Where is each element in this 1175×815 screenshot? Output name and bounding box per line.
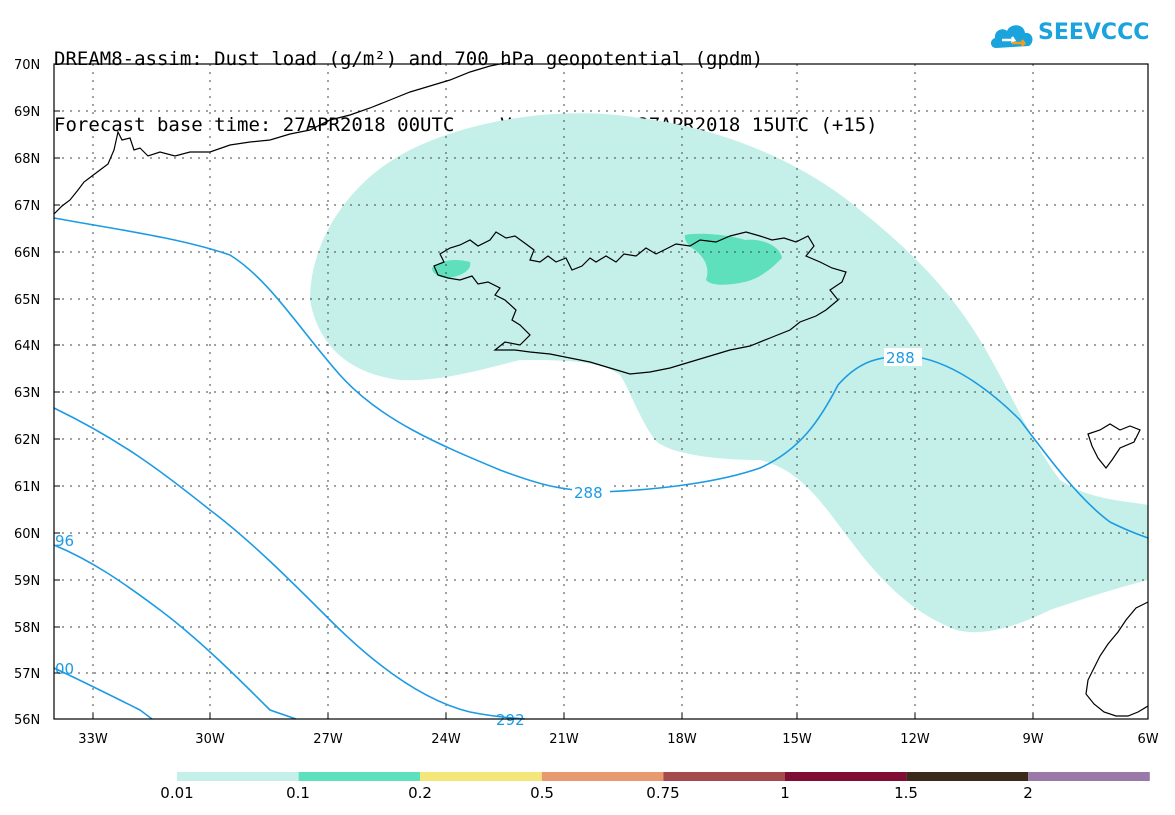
tick-marks xyxy=(54,63,1149,720)
lon-label-12w: 12W xyxy=(900,732,930,747)
contour-296 xyxy=(53,544,297,720)
colorbar-segment-6 xyxy=(785,772,907,781)
colorbar-label-1.5: 1.5 xyxy=(894,784,918,802)
lat-label-58n: 58N xyxy=(14,621,40,636)
colorbar-segment-7 xyxy=(906,772,1029,781)
contour-300 xyxy=(53,667,153,720)
latitude-labels: 70N 69N 68N 67N 66N 65N 64N 63N 62N 61N … xyxy=(14,58,40,728)
lon-label-27w: 27W xyxy=(313,732,343,747)
logo-text: SEEVCCC xyxy=(1038,20,1150,45)
colorbar-label-0.2: 0.2 xyxy=(408,784,432,802)
lat-label-69n: 69N xyxy=(14,105,40,120)
lon-label-24w: 24W xyxy=(431,732,461,747)
dust-area-mid-1 xyxy=(684,233,782,285)
lat-label-56n: 56N xyxy=(14,713,40,728)
longitude-labels: 33W 30W 27W 24W 21W 18W 15W 12W 9W 6W xyxy=(78,732,1158,747)
colorbar-segment-5 xyxy=(663,772,785,781)
lon-label-21w: 21W xyxy=(549,732,579,747)
lat-label-67n: 67N xyxy=(14,199,40,214)
dust-area-low xyxy=(310,113,1148,633)
colorbar-segment-2 xyxy=(298,772,421,781)
lat-label-66n: 66N xyxy=(14,246,40,261)
geopotential-contours xyxy=(53,217,1149,720)
lat-label-60n: 60N xyxy=(14,527,40,542)
lon-label-30w: 30W xyxy=(195,732,225,747)
lon-label-15w: 15W xyxy=(782,732,812,747)
contour-label-288-b: 288 xyxy=(886,349,915,367)
iceland-coast xyxy=(433,231,847,375)
lat-label-62n: 62N xyxy=(14,433,40,448)
colorbar-label-0.5: 0.5 xyxy=(530,784,554,802)
contour-292 xyxy=(53,407,526,720)
colorbar-label-0.1: 0.1 xyxy=(286,784,310,802)
colorbar-label-0.75: 0.75 xyxy=(646,784,680,802)
lon-label-6w: 6W xyxy=(1137,732,1158,747)
cloud-logo-icon xyxy=(990,25,1033,48)
contour-label-292: 292 xyxy=(496,711,525,729)
lat-label-63n: 63N xyxy=(14,386,40,401)
contour-label-296: 96 xyxy=(55,532,74,550)
lon-label-18w: 18W xyxy=(667,732,697,747)
contour-label-300: 00 xyxy=(55,660,74,678)
lat-label-64n: 64N xyxy=(14,339,40,354)
coastlines xyxy=(53,61,1149,717)
scotland-coast xyxy=(1085,601,1149,717)
lat-label-59n: 59N xyxy=(14,574,40,589)
colorbar-segment-8 xyxy=(1028,772,1150,781)
lat-label-61n: 61N xyxy=(14,480,40,495)
colorbar-label-2: 2 xyxy=(1023,784,1033,802)
graticule xyxy=(54,64,1148,719)
contour-288 xyxy=(53,217,1149,539)
colorbar-segment-3 xyxy=(420,772,542,781)
greenland-coast xyxy=(53,61,511,215)
colorbar-label-0.01: 0.01 xyxy=(160,784,194,802)
lat-label-70n: 70N xyxy=(14,58,40,73)
lon-label-9w: 9W xyxy=(1022,732,1043,747)
lon-label-33w: 33W xyxy=(78,732,108,747)
dust-area-mid-2 xyxy=(432,260,471,278)
contour-label-288-a: 288 xyxy=(574,484,603,502)
colorbar-segment-1 xyxy=(177,772,299,781)
faroe-shetland-coast xyxy=(1087,423,1141,469)
colorbar xyxy=(177,772,1150,781)
lat-label-68n: 68N xyxy=(14,152,40,167)
seevccc-logo: SEEVCCC xyxy=(988,14,1149,58)
colorbar-segment-4 xyxy=(541,772,664,781)
dust-load-layer xyxy=(310,113,1148,633)
lat-label-57n: 57N xyxy=(14,667,40,682)
lat-label-65n: 65N xyxy=(14,293,40,308)
colorbar-label-1: 1 xyxy=(780,784,790,802)
